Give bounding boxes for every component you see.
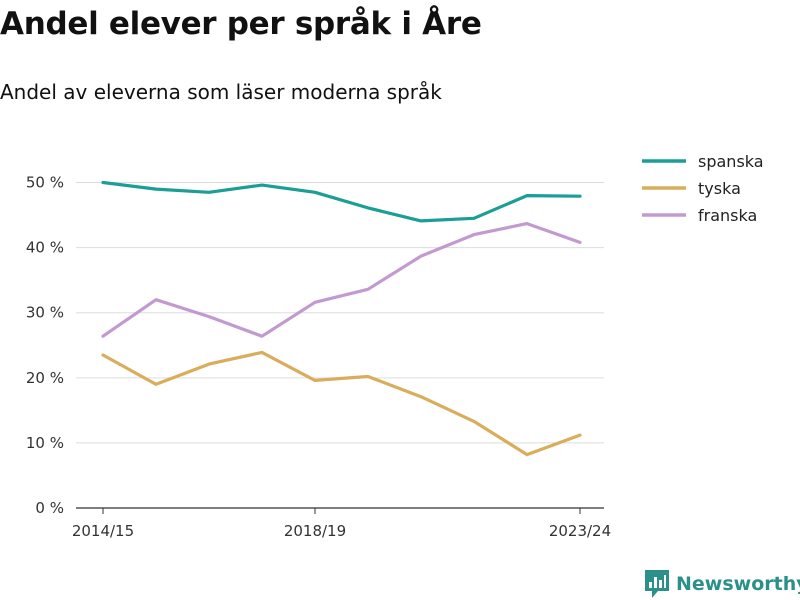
y-tick-label: 0 % bbox=[35, 499, 64, 517]
series-line-franska bbox=[101, 222, 582, 338]
chart-subtitle: Andel av eleverna som läser moderna språ… bbox=[0, 80, 442, 104]
y-tick-label: 50 % bbox=[26, 174, 64, 192]
newsworthy-logo: Newsworthy bbox=[644, 569, 800, 599]
y-tick-label: 20 % bbox=[26, 369, 64, 387]
x-tick-label: 2023/24 bbox=[549, 522, 611, 540]
grid-lines bbox=[76, 182, 604, 444]
y-tick-label: 10 % bbox=[26, 434, 64, 452]
x-tick-label: 2014/15 bbox=[72, 522, 134, 540]
x-axis bbox=[76, 507, 604, 514]
legend-label-franska: franska bbox=[698, 206, 757, 225]
y-tick-label: 40 % bbox=[26, 239, 64, 257]
series-line-tyska bbox=[101, 350, 582, 457]
y-tick-label: 30 % bbox=[26, 304, 64, 322]
bar-chart-speech-bubble-icon bbox=[645, 570, 669, 598]
legend-label-spanska: spanska bbox=[698, 152, 764, 171]
series-lines bbox=[101, 180, 582, 457]
x-tick-label: 2018/19 bbox=[284, 522, 346, 540]
series-line-spanska bbox=[101, 180, 582, 223]
x-tick-labels: 2014/15 2018/19 2023/24 bbox=[72, 522, 611, 540]
brand-name: Newsworthy bbox=[676, 573, 800, 595]
y-tick-labels: 0 % 10 % 20 % 30 % 40 % 50 % bbox=[26, 174, 64, 517]
legend: spanska tyska franska bbox=[642, 152, 764, 225]
legend-label-tyska: tyska bbox=[698, 179, 741, 198]
chart-title: Andel elever per språk i Åre bbox=[0, 6, 482, 42]
